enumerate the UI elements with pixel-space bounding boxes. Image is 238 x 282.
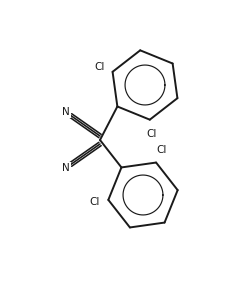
- Text: Cl: Cl: [156, 145, 167, 155]
- Text: Cl: Cl: [147, 129, 157, 138]
- Text: N: N: [62, 107, 69, 117]
- Text: N: N: [62, 163, 69, 173]
- Text: Cl: Cl: [89, 197, 100, 207]
- Text: Cl: Cl: [94, 61, 105, 72]
